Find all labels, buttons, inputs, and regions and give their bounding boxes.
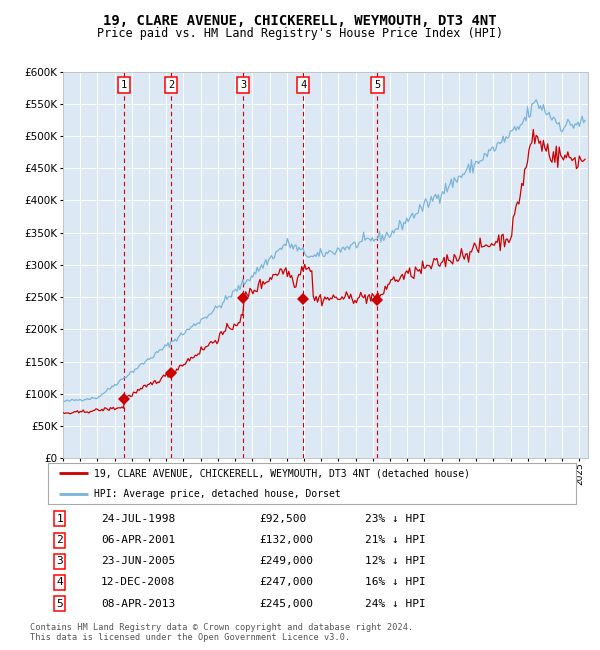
Text: 19, CLARE AVENUE, CHICKERELL, WEYMOUTH, DT3 4NT: 19, CLARE AVENUE, CHICKERELL, WEYMOUTH, … (103, 14, 497, 29)
Text: 23% ↓ HPI: 23% ↓ HPI (365, 514, 425, 524)
Text: This data is licensed under the Open Government Licence v3.0.: This data is licensed under the Open Gov… (30, 633, 350, 642)
Text: 2: 2 (168, 80, 174, 90)
Text: £132,000: £132,000 (259, 535, 313, 545)
Text: £92,500: £92,500 (259, 514, 307, 524)
Text: 2: 2 (56, 535, 63, 545)
Text: 3: 3 (240, 80, 247, 90)
Text: £249,000: £249,000 (259, 556, 313, 566)
Text: 3: 3 (56, 556, 63, 566)
Text: 21% ↓ HPI: 21% ↓ HPI (365, 535, 425, 545)
Text: £247,000: £247,000 (259, 577, 313, 588)
Text: 4: 4 (300, 80, 306, 90)
Text: 16% ↓ HPI: 16% ↓ HPI (365, 577, 425, 588)
Text: £245,000: £245,000 (259, 599, 313, 608)
Text: 08-APR-2013: 08-APR-2013 (101, 599, 175, 608)
Text: 12-DEC-2008: 12-DEC-2008 (101, 577, 175, 588)
Text: 12% ↓ HPI: 12% ↓ HPI (365, 556, 425, 566)
Text: 06-APR-2001: 06-APR-2001 (101, 535, 175, 545)
Text: 23-JUN-2005: 23-JUN-2005 (101, 556, 175, 566)
Text: 1: 1 (56, 514, 63, 524)
Text: 4: 4 (56, 577, 63, 588)
Text: 24% ↓ HPI: 24% ↓ HPI (365, 599, 425, 608)
Text: 19, CLARE AVENUE, CHICKERELL, WEYMOUTH, DT3 4NT (detached house): 19, CLARE AVENUE, CHICKERELL, WEYMOUTH, … (94, 468, 470, 478)
Text: 1: 1 (121, 80, 127, 90)
Text: 5: 5 (374, 80, 380, 90)
Text: HPI: Average price, detached house, Dorset: HPI: Average price, detached house, Dors… (94, 489, 341, 499)
Text: Price paid vs. HM Land Registry's House Price Index (HPI): Price paid vs. HM Land Registry's House … (97, 27, 503, 40)
Text: 24-JUL-1998: 24-JUL-1998 (101, 514, 175, 524)
Text: Contains HM Land Registry data © Crown copyright and database right 2024.: Contains HM Land Registry data © Crown c… (30, 623, 413, 632)
Text: 5: 5 (56, 599, 63, 608)
